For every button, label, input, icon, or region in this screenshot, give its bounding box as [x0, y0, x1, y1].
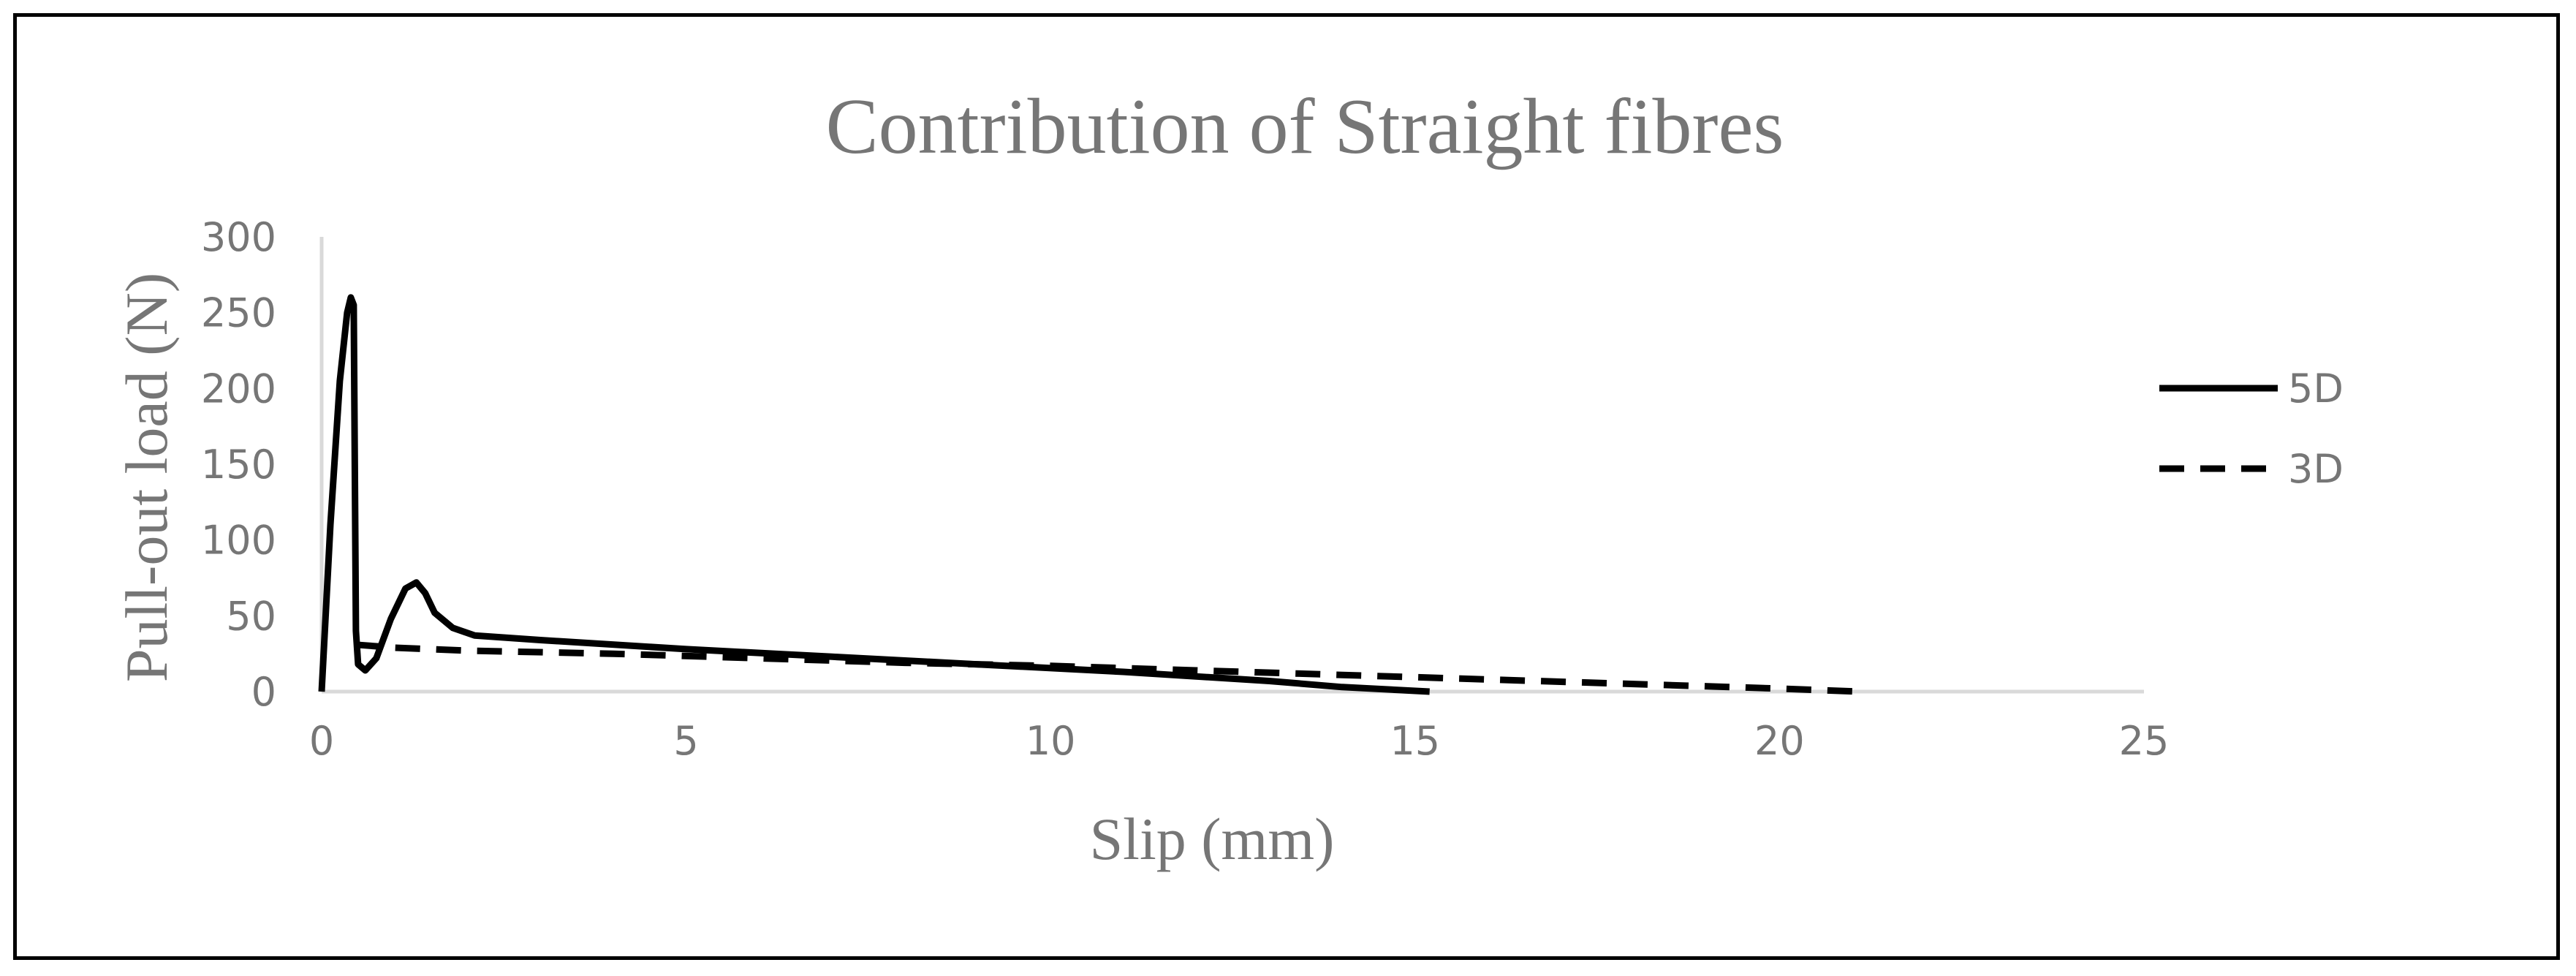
x-tick-label: 20 — [1754, 718, 1805, 764]
legend: 5D 3D — [2159, 366, 2344, 492]
legend-label-5d: 5D — [2288, 366, 2344, 412]
series-line-5d — [318, 294, 1430, 695]
y-tick-label: 300 — [201, 214, 276, 260]
chart-canvas: Contribution of Straight fibres Pull-out… — [113, 83, 2344, 872]
x-tick-label: 15 — [1390, 718, 1440, 764]
series-layer — [318, 294, 1860, 695]
y-tick-label: 200 — [201, 366, 276, 412]
series-line-3d — [354, 641, 1860, 695]
y-tick-label: 50 — [226, 593, 276, 639]
y-tick-label: 0 — [251, 669, 276, 715]
legend-label-3d: 3D — [2288, 446, 2344, 492]
chart-frame: Contribution of Straight fibres Pull-out… — [13, 13, 2560, 960]
y-tick-label: 150 — [201, 442, 276, 488]
x-tick-label: 5 — [673, 718, 698, 764]
y-tick-label: 100 — [201, 518, 276, 564]
chart-title: Contribution of Straight fibres — [826, 83, 1784, 170]
x-tick-label: 10 — [1026, 718, 1076, 764]
y-axis-title: Pull-out load (N) — [113, 273, 180, 682]
axes-layer: 0 50 100 150 200 250 300 0 5 10 15 20 25 — [201, 214, 2169, 764]
x-axis-title: Slip (mm) — [1090, 806, 1335, 872]
x-tick-label: 0 — [309, 718, 334, 764]
y-tick-label: 250 — [201, 290, 276, 336]
x-tick-label: 25 — [2119, 718, 2170, 764]
